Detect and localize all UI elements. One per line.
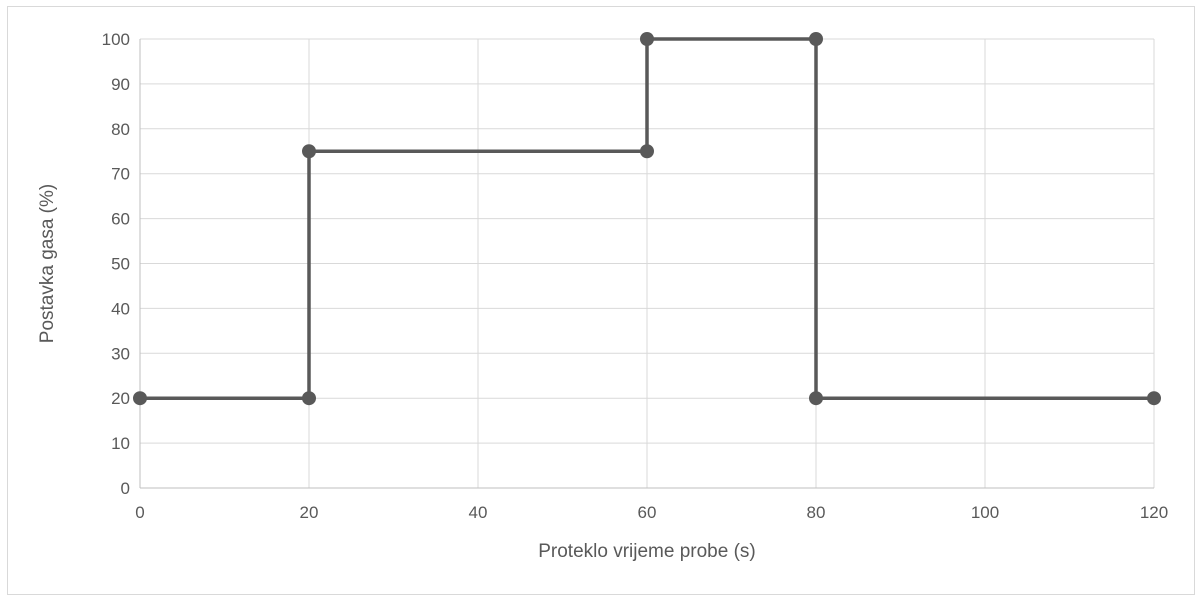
y-tick-label: 80: [111, 120, 130, 139]
axes: [139, 39, 1154, 489]
x-tick-label: 100: [971, 503, 999, 522]
x-tick-label: 0: [135, 503, 144, 522]
data-point: [640, 144, 654, 159]
data-point: [640, 32, 654, 46]
y-tick-label: 0: [121, 479, 130, 498]
data-point: [133, 391, 147, 406]
y-tick-label: 60: [111, 210, 130, 229]
y-tick-label: 70: [111, 165, 130, 184]
data-point: [809, 32, 823, 46]
y-tick-label: 90: [111, 75, 130, 94]
data-point: [302, 144, 316, 159]
y-tick-label: 20: [111, 389, 130, 408]
data-point: [809, 391, 823, 406]
tick-labels: 0 10 20 30 40 50 60 70 80 90 100 0 20 40 60 80 100 120: [102, 30, 1169, 522]
y-tick-label: 10: [111, 434, 130, 453]
x-tick-label: 80: [807, 503, 826, 522]
x-tick-label: 20: [300, 503, 319, 522]
y-tick-label: 100: [102, 30, 130, 49]
y-axis-title: Postavka gasa (%): [37, 184, 58, 343]
data-point: [1147, 391, 1161, 406]
line-chart: 0 10 20 30 40 50 60 70 80 90 100 0 20 40 60 80 100 120 Pr…: [37, 30, 1169, 562]
chart-area: 0 10 20 30 40 50 60 70 80 90 100 0 20 40 60 80 100 120 Pr…: [7, 6, 1195, 595]
x-tick-label: 120: [1140, 503, 1168, 522]
x-axis-title: Proteklo vrijeme probe (s): [538, 541, 756, 562]
series-line: [140, 37, 1154, 400]
x-tick-label: 60: [638, 503, 657, 522]
y-tick-label: 50: [111, 255, 130, 274]
y-tick-label: 40: [111, 299, 130, 318]
y-tick-label: 30: [111, 344, 130, 363]
data-point: [302, 391, 316, 406]
x-tick-label: 40: [469, 503, 488, 522]
series: [133, 32, 1161, 406]
